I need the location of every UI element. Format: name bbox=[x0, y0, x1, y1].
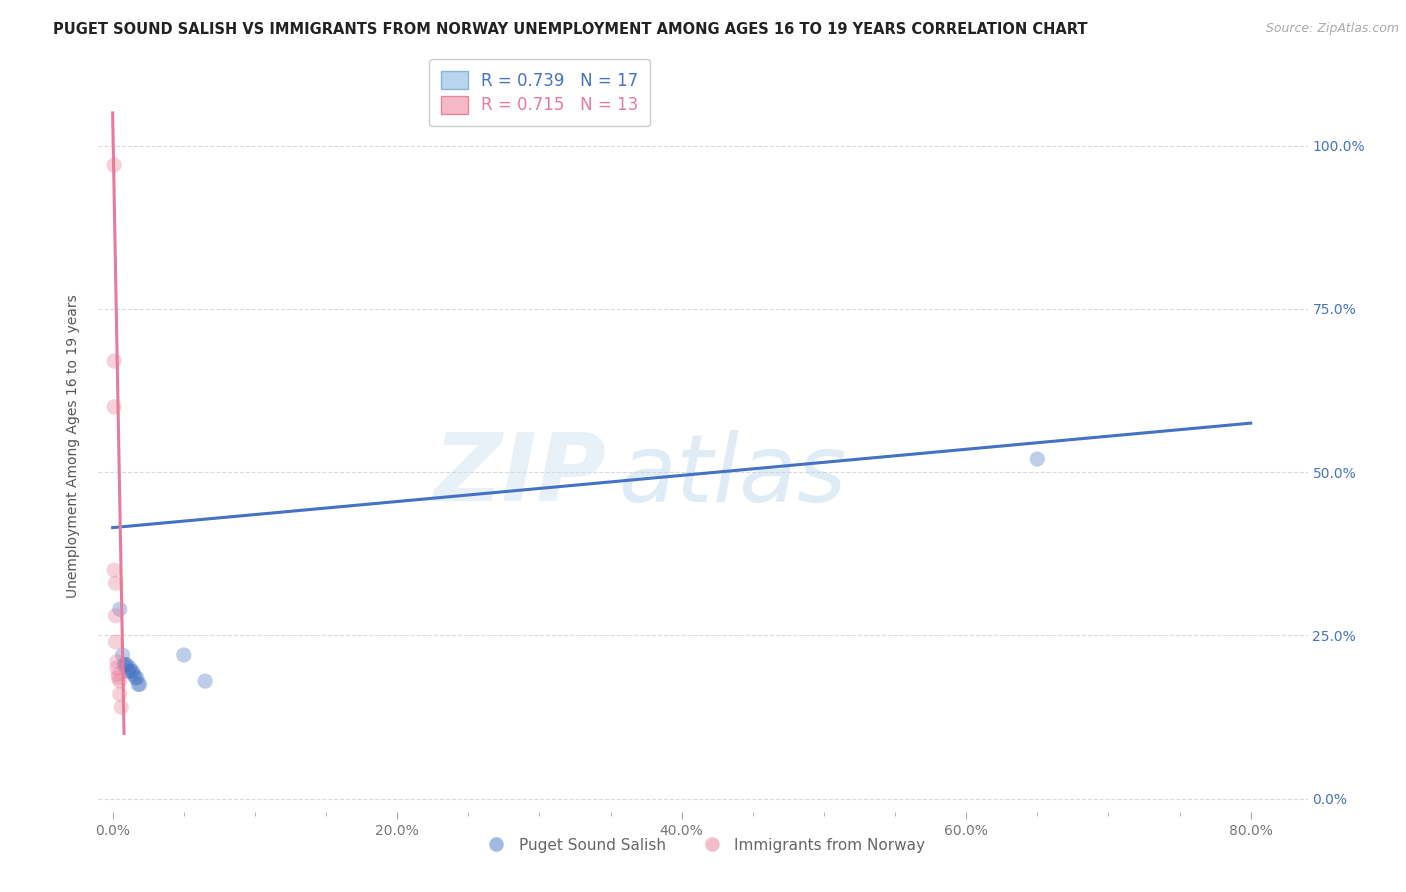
Point bbox=[103, 563, 125, 577]
Point bbox=[112, 657, 135, 672]
Point bbox=[107, 667, 129, 681]
Text: PUGET SOUND SALISH VS IMMIGRANTS FROM NORWAY UNEMPLOYMENT AMONG AGES 16 TO 19 YE: PUGET SOUND SALISH VS IMMIGRANTS FROM NO… bbox=[53, 22, 1088, 37]
Point bbox=[122, 667, 145, 681]
Point bbox=[103, 400, 125, 414]
Point bbox=[108, 687, 131, 701]
Point bbox=[120, 665, 142, 679]
Point bbox=[118, 661, 141, 675]
Point bbox=[105, 655, 128, 669]
Point bbox=[121, 665, 143, 679]
Point bbox=[107, 671, 129, 685]
Point bbox=[125, 671, 148, 685]
Point bbox=[1026, 452, 1049, 467]
Point bbox=[173, 648, 195, 662]
Point bbox=[111, 648, 134, 662]
Point bbox=[105, 661, 128, 675]
Text: Source: ZipAtlas.com: Source: ZipAtlas.com bbox=[1265, 22, 1399, 36]
Point bbox=[127, 677, 149, 691]
Point bbox=[114, 657, 136, 672]
Point bbox=[104, 635, 127, 649]
Point bbox=[103, 158, 125, 172]
Point bbox=[117, 665, 139, 679]
Point bbox=[104, 608, 127, 623]
Point bbox=[108, 602, 131, 616]
Point bbox=[194, 674, 217, 689]
Y-axis label: Unemployment Among Ages 16 to 19 years: Unemployment Among Ages 16 to 19 years bbox=[66, 294, 80, 598]
Point bbox=[128, 677, 150, 691]
Point bbox=[103, 354, 125, 368]
Point bbox=[110, 700, 132, 714]
Point bbox=[104, 576, 127, 591]
Text: atlas: atlas bbox=[619, 430, 846, 521]
Point bbox=[108, 674, 131, 689]
Point bbox=[115, 657, 138, 672]
Legend: Puget Sound Salish, Immigrants from Norway: Puget Sound Salish, Immigrants from Norw… bbox=[474, 831, 932, 859]
Point bbox=[124, 671, 146, 685]
Text: ZIP: ZIP bbox=[433, 429, 606, 521]
